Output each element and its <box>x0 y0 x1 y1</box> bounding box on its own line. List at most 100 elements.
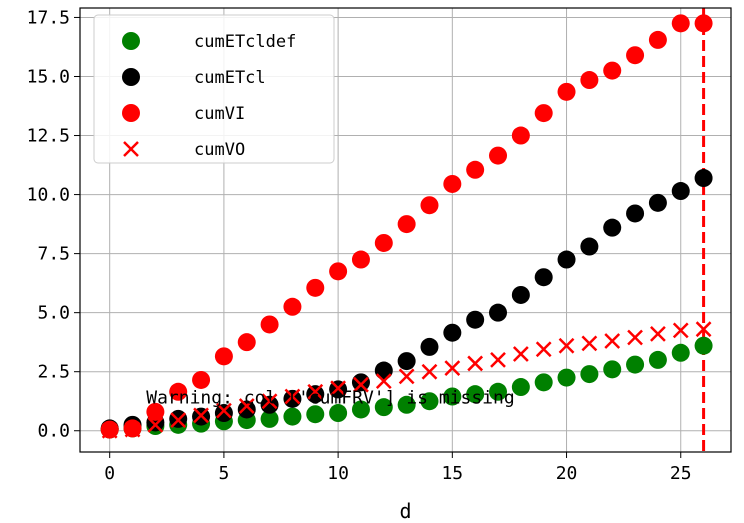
point-cumETcl <box>511 285 530 304</box>
point-cumVO <box>216 402 232 419</box>
y-tick-label: 2.5 <box>37 362 70 383</box>
point-cumVO <box>307 383 324 400</box>
warning-annotation: Warning: col ['cumFRV'] is missing <box>146 388 514 409</box>
x-tick-label: 0 <box>104 463 115 484</box>
point-cumVI <box>260 315 279 334</box>
point-cumVO <box>650 326 666 342</box>
point-cumVI <box>306 278 325 297</box>
point-cumETcl <box>237 400 256 419</box>
point-cumVI <box>557 82 576 101</box>
point-cumETcldef <box>374 398 393 417</box>
legend-marker-cumETcldef <box>122 32 140 50</box>
point-cumETcl <box>420 337 439 356</box>
point-cumVO <box>147 416 164 433</box>
point-cumVI <box>466 160 485 179</box>
point-cumETcldef <box>260 409 279 428</box>
x-marker-stroke <box>101 422 118 439</box>
point-cumVO <box>170 412 187 429</box>
x-marker-stroke <box>604 333 621 349</box>
data-marks <box>100 14 713 439</box>
plot-frame <box>79 7 732 453</box>
x-marker-stroke <box>467 355 484 372</box>
point-cumETcl <box>306 385 325 404</box>
x-marker-stroke <box>124 421 141 438</box>
point-cumVI <box>648 30 667 49</box>
x-marker-stroke <box>695 321 712 338</box>
legend-label: cumVO <box>194 140 245 160</box>
point-cumVI <box>534 104 553 123</box>
point-cumVO <box>695 321 712 338</box>
axis-ticks: 0 5 10 15 20 25 0.0 2.5 5.0 7.5 10.0 12.5 15.0 17.5 <box>27 7 692 484</box>
point-cumVI <box>351 250 370 269</box>
y-tick-label: 15.0 <box>27 66 70 87</box>
point-cumETcldef <box>671 343 690 362</box>
x-marker-stroke <box>535 341 552 358</box>
point-cumVO <box>238 398 255 414</box>
point-cumVI <box>580 71 599 90</box>
point-cumVI <box>237 333 256 352</box>
point-cumVO <box>444 360 461 377</box>
y-tick-label: 7.5 <box>37 244 70 265</box>
x-marker-stroke <box>307 383 324 400</box>
y-tick-label: 12.5 <box>27 126 70 147</box>
point-cumVI <box>169 382 188 401</box>
legend-marker-cumVI <box>122 104 140 122</box>
point-cumETcldef <box>648 350 667 369</box>
x-marker-stroke <box>123 141 139 157</box>
point-cumVO <box>467 355 484 372</box>
x-tick-label: 20 <box>556 463 578 484</box>
y-tick-label: 17.5 <box>27 7 70 28</box>
legend: cumETcldef cumETcl cumVI cumVO <box>93 14 335 164</box>
point-cumVI <box>489 146 508 165</box>
point-cumETcl <box>648 193 667 212</box>
point-cumVO <box>193 407 209 424</box>
x-marker-stroke <box>193 407 209 424</box>
x-marker-stroke <box>238 398 255 414</box>
x-marker-stroke <box>512 346 529 362</box>
point-cumVI <box>694 14 713 33</box>
point-cumVI <box>603 61 622 80</box>
point-cumETcldef <box>351 400 370 419</box>
x-marker-stroke <box>147 416 164 433</box>
point-cumETcl <box>466 310 485 329</box>
x-marker-stroke <box>558 337 575 354</box>
point-cumETcl <box>603 218 622 237</box>
x-tick-label: 15 <box>441 463 463 484</box>
x-marker-stroke <box>650 326 666 342</box>
point-cumVO <box>490 352 506 368</box>
point-cumVO <box>353 376 369 393</box>
legend-box <box>93 14 335 164</box>
point-cumETcl <box>580 237 599 256</box>
point-cumVO <box>512 346 529 362</box>
x-axis-label: d <box>399 499 411 523</box>
point-cumVO <box>101 422 118 439</box>
point-cumETcldef <box>489 382 508 401</box>
point-cumVI <box>511 126 530 145</box>
series-cumVO <box>101 321 712 439</box>
point-cumETcldef <box>626 355 645 374</box>
x-marker-stroke <box>581 335 598 352</box>
point-cumVI <box>443 174 462 193</box>
point-cumVO <box>421 363 438 380</box>
series-cumVI <box>100 14 713 439</box>
point-cumETcl <box>351 373 370 392</box>
point-cumVO <box>535 341 552 358</box>
point-cumETcldef <box>466 385 485 404</box>
annotation-layer: Warning: col ['cumFRV'] is missing <box>146 388 514 409</box>
point-cumETcldef <box>580 365 599 384</box>
x-marker-stroke <box>216 402 232 419</box>
legend-label: cumETcldef <box>194 32 296 52</box>
legend-marker-cumVO <box>123 141 139 157</box>
point-cumVI <box>420 196 439 215</box>
x-marker-stroke <box>627 329 643 346</box>
x-marker-stroke <box>444 360 461 377</box>
point-cumVO <box>558 337 575 354</box>
point-cumETcl <box>374 361 393 380</box>
x-tick-label: 5 <box>218 463 229 484</box>
point-cumETcldef <box>329 404 348 423</box>
point-cumVO <box>398 368 415 385</box>
point-cumVO <box>672 322 689 339</box>
point-cumVO <box>261 393 278 410</box>
point-cumETcl <box>694 169 713 188</box>
